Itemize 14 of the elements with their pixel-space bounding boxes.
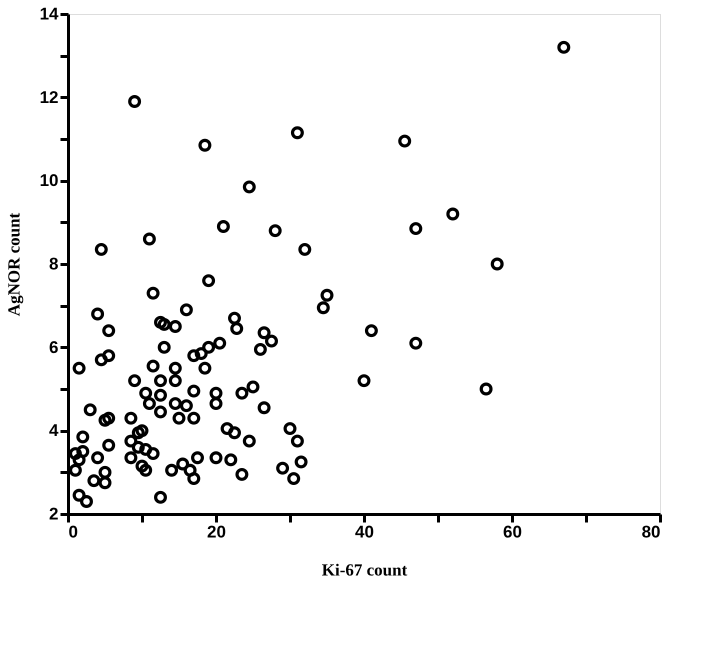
y-tick-label: 14 [40,4,60,24]
y-axis-title: AgNOR count [4,212,24,316]
y-tick-label: 12 [40,88,58,107]
y-tick-label: 10 [40,171,58,190]
y-tick-label: 6 [49,338,58,357]
y-tick-label: 8 [49,254,58,274]
x-tick-label: 80 [642,522,660,542]
x-axis-title: Ki-67 count [322,560,408,580]
x-tick-label: 40 [355,522,374,542]
x-tick-label: 0 [68,522,78,542]
y-tick-label: 4 [49,421,60,440]
x-tick-label: 60 [503,522,522,542]
x-tick-label: 20 [207,522,226,542]
y-tick-label: 2 [49,504,58,524]
